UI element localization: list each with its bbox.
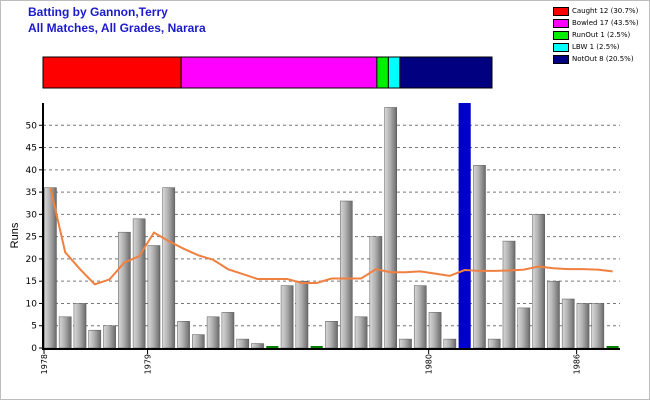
runs-bar [532,214,545,349]
legend-swatch-notout [553,55,569,64]
dismissal-segment-notout [399,56,493,89]
runs-bar [295,280,309,349]
runs-bar [576,303,590,349]
runs-bar [443,338,457,349]
runs-bar [88,329,102,349]
y-tick-label: 50 [26,121,38,131]
runs-bar [502,240,516,349]
y-tick-label: 45 [26,144,37,154]
runs-bar [487,338,501,349]
runs-bar [280,285,294,349]
not-out-marker [310,346,323,348]
legend-label-notout: NotOut 8 (20.5%) [572,55,634,63]
y-tick-label: 5 [31,322,37,332]
runs-bar [413,285,427,349]
y-tick-label: 15 [26,277,37,287]
runs-bar [369,236,383,349]
runs-bar [591,303,605,349]
runs-bar [236,338,250,349]
y-axis-title: Runs [9,222,21,248]
average-line [49,187,613,286]
y-tick-label: 10 [26,299,38,309]
legend-swatch-caught [553,7,569,16]
chart-title: Batting by Gannon,Terry [28,5,168,19]
not-out-marker [266,346,279,348]
runs-bar [73,303,87,349]
legend-label-bowled: Bowled 17 (43.5%) [572,19,639,27]
x-year-label: 1980 [425,354,434,374]
x-year-label: 1978 [40,354,49,374]
highlight-bar [458,103,471,348]
runs-bar [547,280,560,349]
runs-bar [399,338,412,349]
runs-bar [561,298,575,349]
y-tick-label: 35 [26,188,37,198]
runs-bar [206,316,220,349]
runs-bar [58,316,72,349]
runs-bar [251,343,264,349]
runs-bar [221,312,235,349]
dismissal-segment-bowled [180,56,378,89]
not-out-marker [606,346,619,348]
legend-swatch-runout [553,31,569,40]
runs-bar [177,321,190,349]
runs-bar [384,107,397,349]
dismissal-segment-lbw [387,56,401,89]
y-tick-label: 25 [26,233,37,243]
x-year-label: 1979 [144,354,153,374]
runs-bar [147,245,161,349]
dismissal-segment-caught [42,56,182,89]
runs-bar [339,200,353,349]
runs-bar [517,307,531,349]
runs-bar [354,316,368,349]
y-tick-label: 40 [26,166,38,176]
runs-bar [473,165,486,349]
x-year-label: 1986 [573,354,582,374]
runs-bar [103,325,116,349]
runs-bar [162,187,176,349]
dismissal-segment-runout [376,56,389,89]
runs-bar [44,187,57,349]
runs-bar [132,218,146,349]
legend-label-runout: RunOut 1 (2.5%) [572,31,631,39]
chart-subtitle: All Matches, All Grades, Narara [28,21,206,35]
runs-bar [118,231,131,349]
runs-bar [192,334,205,349]
y-tick-label: 20 [26,255,38,265]
runs-bar [428,312,442,349]
y-tick-label: 0 [31,344,37,354]
legend-label-caught: Caught 12 (30.7%) [572,7,639,15]
y-tick-label: 30 [26,210,38,220]
legend-swatch-bowled [553,19,569,28]
runs-bar [325,321,338,349]
legend-swatch-lbw [553,43,569,52]
legend-label-lbw: LBW 1 (2.5%) [572,43,620,51]
